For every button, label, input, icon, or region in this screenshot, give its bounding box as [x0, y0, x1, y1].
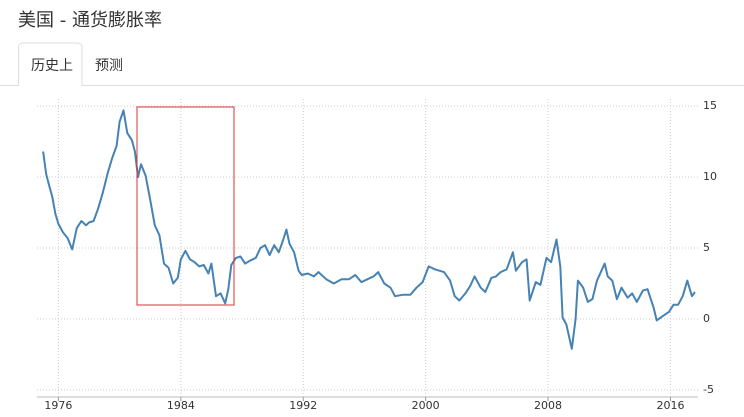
y-tick-label: 0 [703, 312, 710, 325]
x-tick-label: 2008 [534, 399, 562, 412]
active-tab[interactable] [18, 42, 83, 86]
highlight-box [136, 106, 235, 306]
y-tick-label: -5 [703, 383, 714, 396]
tab[interactable]: 历史上 [31, 58, 73, 74]
data-line [42, 109, 696, 350]
y-tick-label: 10 [703, 170, 717, 183]
x-tick-label: 1992 [289, 399, 317, 412]
plot: -5 0 5 10 15 1976 1984 1992 2000 2008 2016 [37, 99, 717, 412]
y-tick-label: 15 [703, 99, 717, 112]
chart-title: 美国 - 通货膨胀率 [18, 10, 162, 31]
x-tick-label: 1976 [44, 399, 72, 412]
x-tick-label: 1984 [167, 399, 195, 412]
x-tick-label: 2016 [656, 399, 684, 412]
tab[interactable]: 预测 [95, 58, 123, 74]
y-tick-label: 5 [703, 241, 710, 254]
x-tick-label: 2000 [412, 399, 440, 412]
